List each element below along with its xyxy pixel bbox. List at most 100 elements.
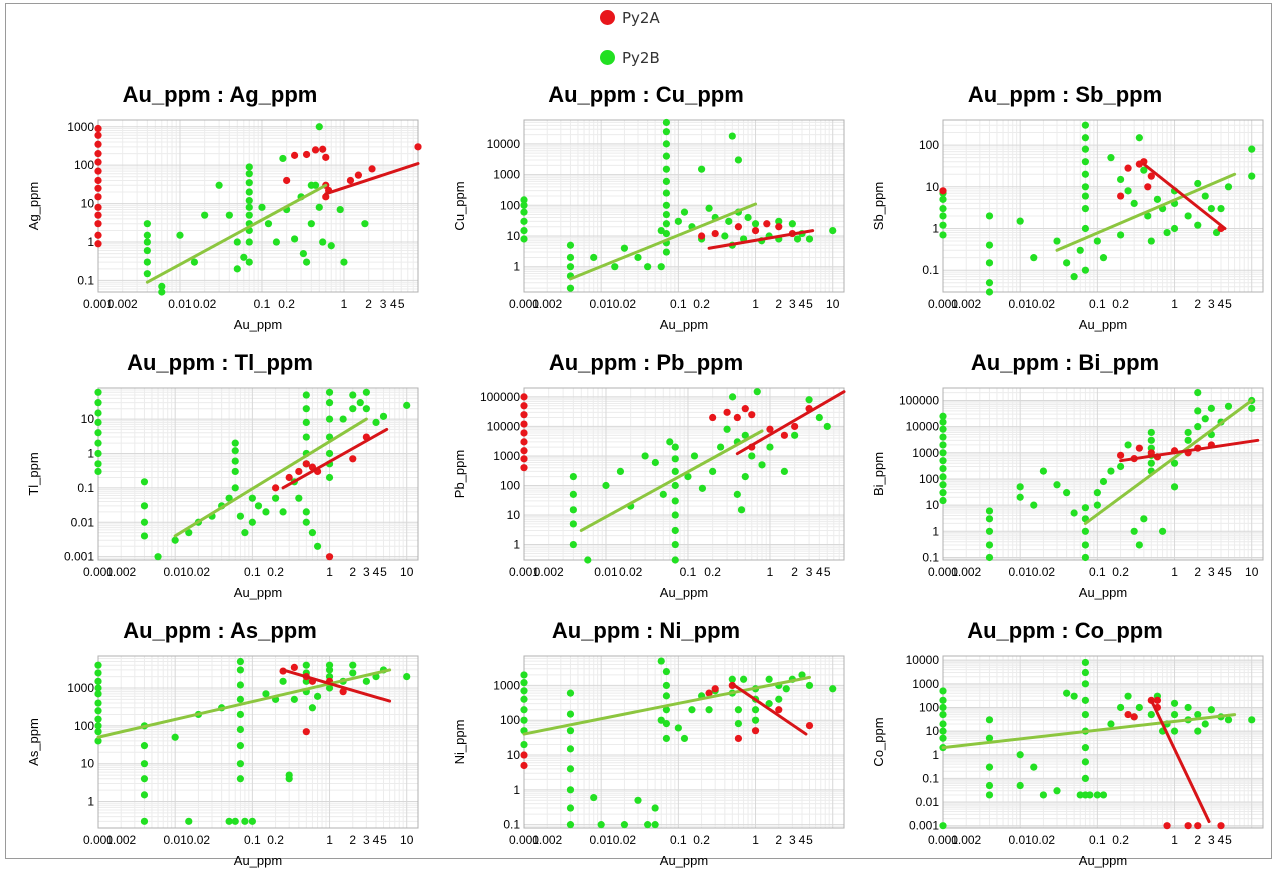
y-tick-label: 100 (919, 138, 939, 152)
y-tick-label: 100 (500, 713, 520, 727)
data-point-py2a (520, 393, 528, 401)
data-point-py2b (403, 672, 411, 681)
data-point-py2b (1116, 231, 1125, 239)
series-py2b-points (939, 658, 1256, 830)
data-point-py2b (674, 217, 682, 225)
data-point-py2b (1144, 212, 1152, 220)
series-py2b-points (94, 388, 411, 561)
data-point-py2b (590, 253, 598, 262)
data-point-py2b (1217, 205, 1225, 213)
x-tick-label: 3 (789, 833, 796, 847)
data-point-py2b (143, 231, 151, 239)
data-point-py2a (1116, 451, 1125, 459)
data-point-py2b (362, 388, 370, 396)
y-tick-label: 100 (500, 198, 520, 212)
data-point-py2b (339, 415, 347, 423)
y-axis-title: Sb_ppm (871, 182, 886, 230)
x-tick-label: 0.2 (267, 565, 284, 579)
x-tick-label: 0.01 (590, 297, 614, 311)
data-point-py2b (1016, 217, 1024, 225)
data-point-py2b (566, 804, 575, 812)
data-point-py2b (1039, 467, 1048, 475)
y-tick-label: 1 (932, 524, 939, 538)
data-point-py2b (620, 244, 629, 252)
data-point-py2b (1207, 706, 1215, 714)
y-tick-label: 0.01 (71, 515, 95, 529)
x-tick-label: 0.02 (619, 565, 643, 579)
data-point-py2b (245, 203, 253, 211)
data-point-py2b (349, 669, 357, 677)
x-tick-label: 0.1 (254, 297, 271, 311)
x-tick-label: 1 (326, 833, 333, 847)
data-point-py2b (734, 719, 743, 728)
data-point-py2b (671, 467, 679, 475)
data-point-py2b (662, 118, 671, 127)
x-tick-label: 4 (799, 833, 806, 847)
data-point-py2b (671, 511, 679, 519)
data-point-py2a (697, 232, 706, 240)
data-point-py2b (1201, 720, 1209, 728)
data-point-py2a (751, 226, 760, 235)
data-point-py2b (985, 763, 994, 771)
data-point-py2b (985, 288, 994, 296)
x-tick-label: 10 (400, 833, 414, 847)
data-point-py2b (362, 677, 370, 685)
data-point-py2a (520, 420, 528, 428)
data-point-py2b (728, 132, 736, 140)
y-tick-label: 100 (74, 719, 94, 733)
data-point-py2b (94, 418, 102, 426)
x-tick-label: 0.2 (1112, 833, 1129, 847)
data-point-py2b (569, 520, 577, 528)
data-point-py2a (325, 553, 334, 561)
data-point-py2b (272, 238, 281, 246)
data-point-py2b (1201, 415, 1209, 423)
data-point-py2b (315, 203, 323, 211)
chart-title: Au_ppm : Co_ppm (967, 618, 1163, 643)
x-tick-label: 0.002 (106, 833, 136, 847)
data-point-py2b (1081, 553, 1090, 562)
fit-line-py2a (281, 668, 392, 703)
plot-area (98, 656, 418, 828)
data-point-py2b (1170, 727, 1179, 735)
data-point-py2a (1124, 164, 1132, 172)
data-point-py2b (1248, 716, 1256, 724)
chart-title: Au_ppm : Cu_ppm (548, 82, 744, 107)
data-point-py2b (709, 467, 717, 475)
data-point-py2b (939, 710, 947, 719)
data-point-py2b (782, 685, 790, 693)
data-point-py2b (688, 706, 696, 714)
x-tick-label: 2 (1194, 297, 1201, 311)
data-point-py2b (520, 716, 528, 724)
data-point-py2b (651, 821, 659, 829)
data-point-py2b (748, 452, 756, 460)
data-point-py2b (1070, 692, 1078, 700)
data-point-py2b (1130, 527, 1138, 535)
legend-marker-py2a (600, 10, 615, 25)
x-tick-label: 2 (365, 297, 372, 311)
data-point-py2a (94, 158, 102, 166)
y-tick-label: 10000 (906, 653, 940, 667)
data-point-py2b (1081, 758, 1090, 766)
data-point-py2b (1124, 692, 1132, 700)
y-tick-label: 10 (926, 180, 940, 194)
x-tick-label: 0.01 (164, 565, 188, 579)
data-point-py2a (520, 464, 528, 472)
data-point-py2b (566, 253, 575, 262)
data-point-py2b (985, 541, 994, 549)
data-point-py2b (1081, 121, 1090, 129)
y-tick-label: 1 (513, 538, 520, 552)
data-point-py2b (1135, 703, 1143, 712)
data-point-py2b (1184, 212, 1192, 220)
x-tick-label: 0.1 (670, 833, 687, 847)
data-point-py2b (1158, 527, 1167, 535)
data-point-py2b (1184, 436, 1192, 444)
data-point-py2b (1207, 404, 1215, 412)
data-point-py2b (313, 692, 322, 700)
y-tick-label: 1000 (67, 681, 94, 695)
data-point-py2b (584, 556, 592, 564)
data-point-py2a (1163, 822, 1171, 830)
data-point-py2b (302, 433, 310, 441)
x-tick-label: 5 (380, 565, 387, 579)
